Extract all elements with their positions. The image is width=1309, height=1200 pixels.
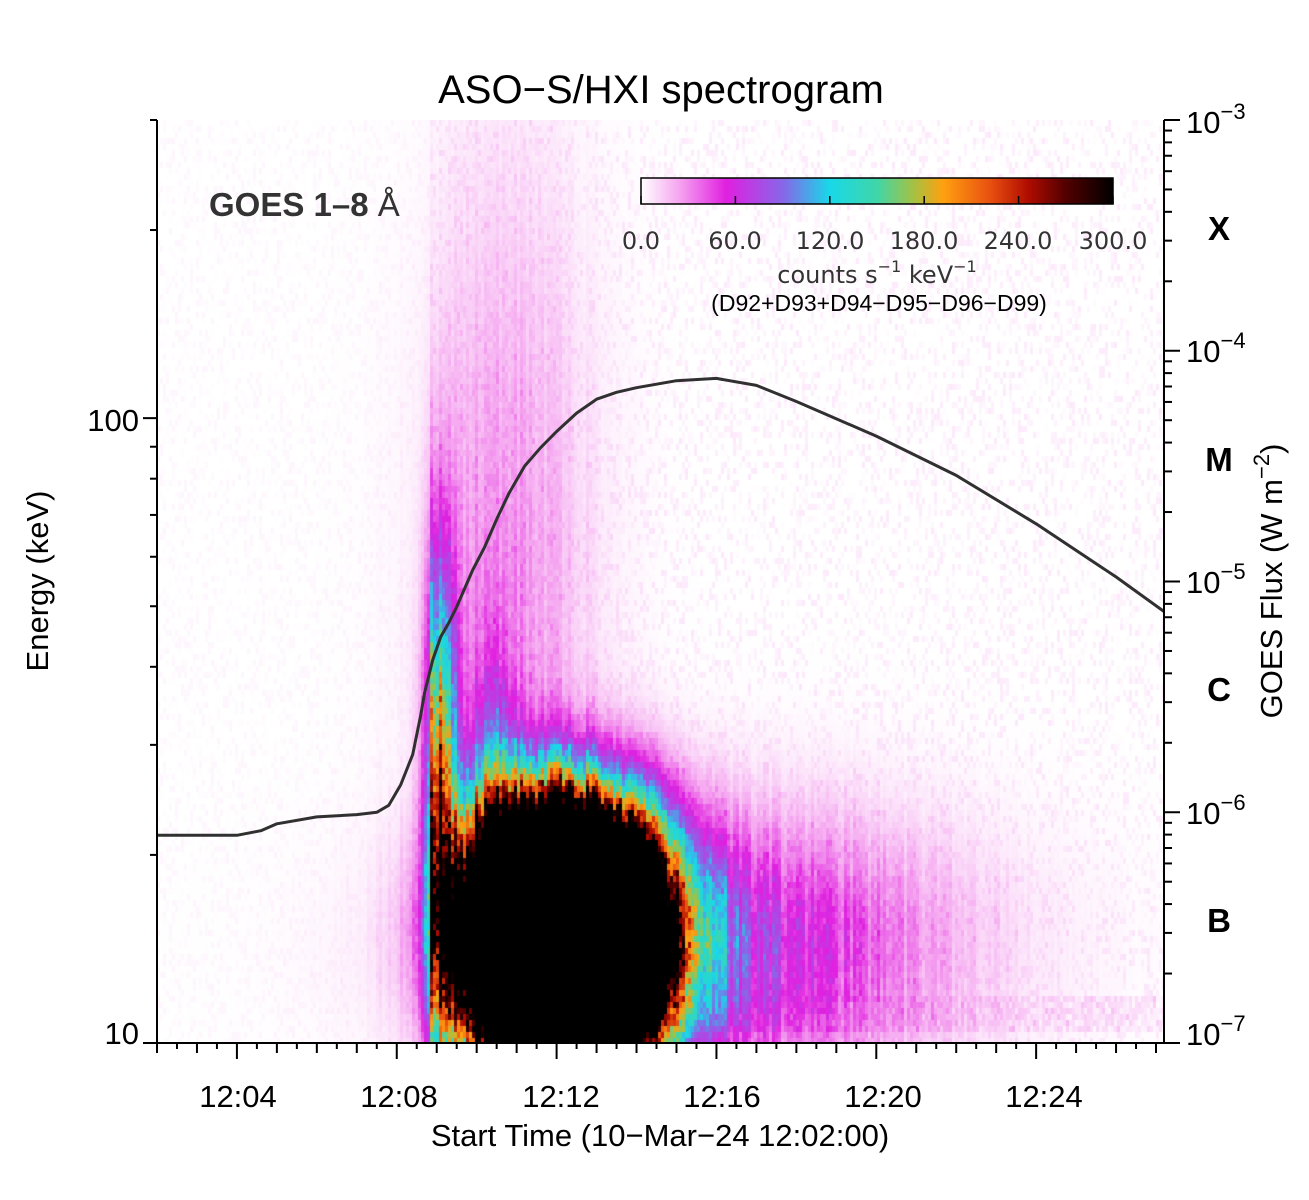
x-tick-label: 12:24 bbox=[1005, 1079, 1083, 1114]
x-tick-label: 12:20 bbox=[844, 1079, 922, 1114]
goes-legend-label: GOES 1–8 Å bbox=[209, 186, 400, 223]
colorbar-tick-label: 180.0 bbox=[890, 227, 959, 255]
colorbar-tick-labels: 0.0 60.0 120.0 180.0 240.0 300.0 bbox=[622, 227, 1147, 255]
goes-class-label: X bbox=[1208, 210, 1230, 247]
y2-axis-ticks bbox=[1164, 119, 1180, 1044]
colorbar-unit-label: counts s−1 keV−1 bbox=[777, 257, 976, 289]
colorbar bbox=[640, 177, 1114, 205]
y2-tick-label: 10−3 bbox=[1186, 99, 1246, 140]
goes-class-label: C bbox=[1207, 671, 1231, 708]
y2-tick-label: 10−5 bbox=[1186, 559, 1246, 600]
x-tick-label: 12:08 bbox=[360, 1079, 438, 1114]
x-axis-ticks bbox=[156, 1043, 1158, 1059]
chart-title: ASO−S/HXI spectrogram bbox=[438, 68, 884, 112]
y2-tick-label: 10−4 bbox=[1186, 328, 1246, 369]
goes-class-labels: B C M X bbox=[1205, 210, 1233, 939]
goes-class-label: M bbox=[1205, 441, 1233, 478]
goes-class-label: B bbox=[1207, 902, 1231, 939]
y-tick-label: 10 bbox=[105, 1016, 139, 1051]
y2-tick-labels: 10−7 10−6 10−5 10−4 10−3 bbox=[1186, 99, 1246, 1052]
spectrogram-heatmap bbox=[157, 120, 1164, 1043]
x-tick-label: 12:16 bbox=[683, 1079, 761, 1114]
colorbar-tick-label: 60.0 bbox=[708, 227, 761, 255]
colorbar-tick-label: 240.0 bbox=[984, 227, 1053, 255]
x-tick-label: 12:04 bbox=[199, 1079, 277, 1114]
y2-tick-label: 10−7 bbox=[1186, 1011, 1246, 1052]
y-axis-ticks bbox=[143, 119, 157, 1044]
y2-tick-label: 10−6 bbox=[1186, 790, 1246, 831]
spectrogram-image-wrap bbox=[157, 120, 1164, 1043]
x-tick-label: 12:12 bbox=[522, 1079, 600, 1114]
y-tick-label: 100 bbox=[87, 403, 139, 438]
y-axis-label: Energy (keV) bbox=[20, 491, 55, 672]
colorbar-tick-label: 0.0 bbox=[622, 227, 660, 255]
colorbar-tick-label: 120.0 bbox=[796, 227, 865, 255]
colorbar-ticks bbox=[640, 196, 1114, 204]
colorbar-tick-label: 300.0 bbox=[1079, 227, 1148, 255]
goes-flux-curve bbox=[157, 376, 1165, 837]
y2-axis-label: GOES Flux (W m−2) bbox=[1249, 444, 1289, 719]
x-axis-label: Start Time (10−Mar−24 12:02:00) bbox=[431, 1118, 889, 1153]
colorbar-detectors-label: (D92+D93+D94−D95−D96−D99) bbox=[711, 290, 1047, 316]
